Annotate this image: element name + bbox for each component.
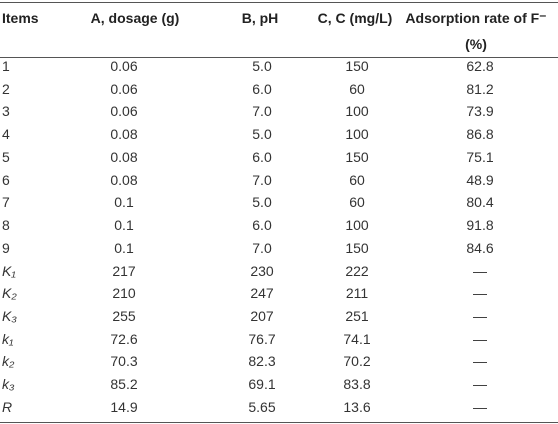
cell-value: 100 [345,126,369,143]
cell-value: 251 [345,308,369,325]
cell-value: 83.8 [343,376,371,393]
cell-value: — [473,330,487,347]
cell-value: 0.06 [110,58,138,74]
cell-value: 60 [349,80,365,97]
cell-value: — [473,308,487,325]
cell-value: 74.1 [343,330,371,347]
row-label: k₁ [2,330,14,347]
cell-value: 5.0 [252,126,272,143]
cell-value: 5.0 [252,58,272,74]
top-rule [0,2,558,3]
cell-value: 211 [345,285,369,302]
header-cell: B, pH [241,10,279,26]
header-cell: Items [2,10,39,26]
cell-value: 5.0 [252,194,272,211]
cell-value: 86.8 [466,126,494,143]
cell-value: 0.1 [114,239,134,256]
cell-value: 255 [112,308,136,325]
cell-value: 84.6 [466,239,494,256]
row-label: 1 [2,58,10,74]
cell-value: — [473,398,487,415]
cell-value: 62.8 [466,58,494,74]
cell-value: 0.08 [110,171,138,188]
row-label: K₃ [2,308,17,325]
cell-value: 0.06 [110,80,138,97]
cell-value: 7.0 [252,239,272,256]
cell-value: 0.08 [110,148,138,165]
cell-value: 14.9 [110,398,138,415]
cell-value: 150 [345,58,369,74]
cell-value: 100 [345,217,369,234]
cell-value: — [473,376,487,393]
cell-value: 247 [250,285,274,302]
row-label: 2 [2,80,10,97]
cell-value: 81.2 [466,80,494,97]
row-label: 9 [2,239,10,256]
cell-value: — [473,285,487,302]
cell-value: 7.0 [252,171,272,188]
cell-value: 210 [112,285,136,302]
cell-value: 91.8 [466,217,494,234]
header-cell: A, dosage (g) [90,10,180,26]
cell-value: — [473,262,487,279]
cell-value: 0.1 [114,194,134,211]
row-label: 6 [2,171,10,188]
cell-value: 150 [345,148,369,165]
cell-value: 0.08 [110,126,138,143]
cell-value: 6.0 [252,217,272,234]
header-cell: Adsorption rate of F⁻ (%) [405,10,547,52]
row-label: 7 [2,194,10,211]
header-rule [0,57,558,58]
row-label: K₂ [2,285,17,302]
row-label: R [2,398,13,415]
cell-value: 70.3 [110,353,138,370]
row-label: K₁ [2,262,16,279]
cell-value: 60 [349,171,365,188]
cell-value: 100 [345,103,369,120]
cell-value: 72.6 [110,330,138,347]
cell-value: 7.0 [252,103,272,120]
row-label: k₂ [2,353,15,370]
row-label: 5 [2,148,10,165]
cell-value: 69.1 [248,376,276,393]
cell-value: 0.06 [110,103,138,120]
row-label: 3 [2,103,10,120]
bottom-rule [0,422,558,423]
row-label: 4 [2,126,10,143]
cell-value: 76.7 [248,330,276,347]
cell-value: 73.9 [466,103,494,120]
cell-value: 5.65 [248,398,276,415]
cell-value: — [473,353,487,370]
cell-value: 150 [345,239,369,256]
cell-value: 70.2 [343,353,371,370]
row-label: 8 [2,217,10,234]
cell-value: 217 [112,262,136,279]
cell-value: 82.3 [248,353,276,370]
header-cell: C, C (mg/L) [317,10,393,26]
cell-value: 222 [345,262,369,279]
cell-value: 6.0 [252,148,272,165]
cell-value: 207 [250,308,274,325]
cell-value: 6.0 [252,80,272,97]
cell-value: 13.6 [343,398,371,415]
cell-value: 230 [250,262,274,279]
cell-value: 48.9 [466,171,494,188]
cell-value: 80.4 [466,194,494,211]
cell-value: 0.1 [114,217,134,234]
cell-value: 75.1 [466,148,494,165]
row-label: k₃ [2,376,15,393]
cell-value: 60 [349,194,365,211]
cell-value: 85.2 [110,376,138,393]
